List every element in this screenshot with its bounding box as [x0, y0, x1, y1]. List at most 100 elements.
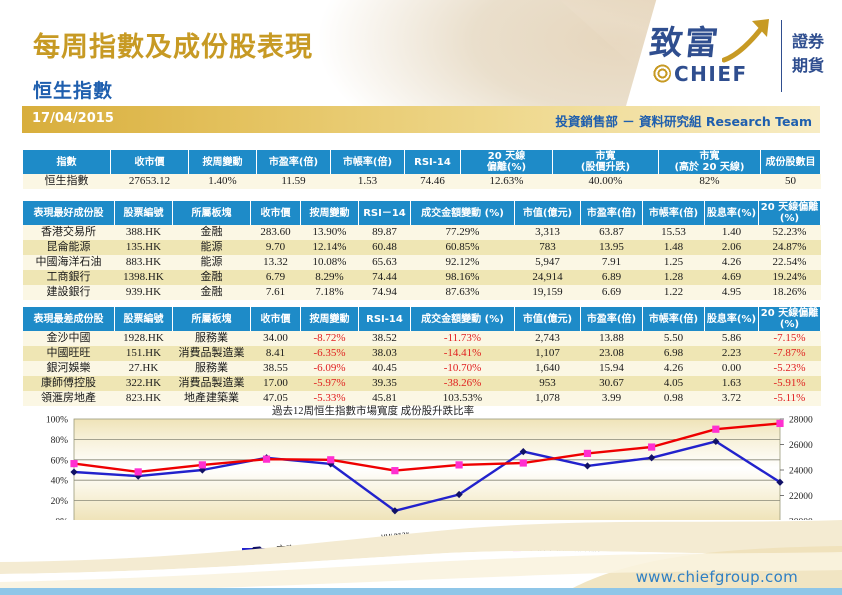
- table-cell: 15.53: [642, 225, 705, 240]
- table-cell: 5.50: [642, 331, 705, 346]
- table-cell: 783: [514, 240, 581, 255]
- footer-website-url[interactable]: www.chiefgroup.com: [635, 568, 798, 586]
- row-label-cell: 中國旺旺: [22, 346, 115, 361]
- y-axis-left-tick: 80%: [51, 436, 69, 446]
- table-cell: 9.70: [250, 240, 301, 255]
- table-cell: -6.09%: [300, 361, 359, 376]
- table-row: 康師傅控股 322.HK 消費品製造業 17.00 -5.97% 39.35 -38.26%…: [22, 376, 821, 391]
- logo-chinese-name: 致富: [647, 23, 722, 62]
- column-header: 市帳率(倍): [642, 307, 705, 331]
- table-cell: 98.16%: [410, 270, 515, 285]
- table-cell: 消費品製造業: [172, 346, 251, 361]
- table-cell: 1,107: [514, 346, 581, 361]
- table-cell: 4.05: [642, 376, 705, 391]
- data-point-marker: [134, 472, 142, 480]
- table-cell: 823.HK: [114, 391, 173, 406]
- table-cell: 74.44: [358, 270, 411, 285]
- data-point-marker: [712, 437, 720, 446]
- table-cell: -10.70%: [410, 361, 515, 376]
- table-cell: 11.59: [256, 174, 331, 189]
- table-cell: 22.54%: [758, 255, 821, 270]
- footer-bottom-bar: [0, 588, 842, 595]
- worst-performers-table: 表現最差成份股 股票編號 所屬板塊 收市價 按周變動 RSI-14 成交金額變動 (%) 市值…: [22, 307, 821, 406]
- table-header-row: 表現最好成份股 股票編號 所屬板塊 收市價 按周變動 RSI－14 成交金額變動 (%) 市值…: [22, 201, 821, 225]
- table-cell: 65.63: [358, 255, 411, 270]
- table-cell: 74.46: [404, 174, 461, 189]
- table-cell: 89.87: [358, 225, 411, 240]
- data-point-marker: [519, 448, 527, 456]
- table-cell: 1.63: [704, 376, 759, 391]
- table-cell: 135.HK: [114, 240, 173, 255]
- table-cell: 39.35: [358, 376, 411, 391]
- column-header: 市盈率(倍): [580, 201, 643, 225]
- table-row: 工商銀行 1398.HK 金融 6.79 8.29% 74.44 98.16% 24,914 6…: [22, 270, 821, 285]
- table-row: 領滙房地產 823.HK 地產建築業 47.05 -5.33% 45.81 103.53% 1…: [22, 391, 821, 406]
- table-cell: 7.61: [250, 285, 301, 300]
- table-cell: 40.45: [358, 361, 411, 376]
- table-cell: 2.23: [704, 346, 759, 361]
- table-cell: 13.90%: [300, 225, 359, 240]
- index-summary-table: 指數 收市價 按周變動 市盈率(倍) 市帳率(倍) RSI-14 20 天線 偏離(%) 市寬(…: [22, 150, 821, 189]
- column-header: 市值(億元): [514, 307, 581, 331]
- table-cell: -5.23%: [758, 361, 821, 376]
- table-cell: 27.HK: [114, 361, 173, 376]
- table-cell: 4.26: [642, 361, 705, 376]
- row-label-cell: 工商銀行: [22, 270, 115, 285]
- table-cell: 19,159: [514, 285, 581, 300]
- column-header: 股息率(%): [704, 201, 759, 225]
- table-cell: 1.53: [330, 174, 405, 189]
- column-header: 指數: [22, 150, 111, 174]
- table-cell: 3.99: [580, 391, 643, 406]
- department-label: 投資銷售部 － 資料研究組 Research Team: [555, 114, 812, 129]
- table-cell: 服務業: [172, 331, 251, 346]
- column-header: RSI－14: [358, 201, 411, 225]
- column-header: 股票編號: [114, 201, 173, 225]
- table-cell: 24,914: [514, 270, 581, 285]
- data-point-marker: [455, 461, 463, 469]
- column-header: 市值(億元): [514, 201, 581, 225]
- table-cell: 13.88: [580, 331, 643, 346]
- table-cell: 地產建築業: [172, 391, 251, 406]
- table-row: 建設銀行 939.HK 金融 7.61 7.18% 74.94 87.63% 19,159 6.…: [22, 285, 821, 300]
- data-point-marker: [776, 478, 784, 486]
- table-row: 銀河娛樂 27.HK 服務業 38.55 -6.09% 40.45 -10.70% 1,640…: [22, 361, 821, 376]
- table-cell: -6.35%: [300, 346, 359, 361]
- column-header: 20 天線偏離(%): [758, 201, 821, 225]
- table-header-row: 表現最差成份股 股票編號 所屬板塊 收市價 按周變動 RSI-14 成交金額變動 (%) 市值…: [22, 307, 821, 331]
- best-performers-table: 表現最好成份股 股票編號 所屬板塊 收市價 按周變動 RSI－14 成交金額變動 (%) 市值…: [22, 201, 821, 300]
- data-point-marker: [648, 443, 656, 451]
- table-cell: 6.98: [642, 346, 705, 361]
- table-row: 恒生指數 27653.12 1.40% 11.59 1.53 74.46 12.63% 40.…: [22, 174, 821, 189]
- y-axis-right-tick: 28000: [789, 416, 813, 426]
- table-row: 昆侖能源 135.HK 能源 9.70 12.14% 60.48 60.85% 783 13.9…: [22, 240, 821, 255]
- row-label-cell: 康師傅控股: [22, 376, 115, 391]
- x-axis-tick: 06/Mar: [381, 530, 410, 540]
- column-header: 成交金額變動 (%): [410, 201, 515, 225]
- table-cell: 13.32: [250, 255, 301, 270]
- table-cell: 27653.12: [110, 174, 189, 189]
- table-cell: 1,640: [514, 361, 581, 376]
- table-cell: 3,313: [514, 225, 581, 240]
- table-cell: 17.00: [250, 376, 301, 391]
- table-cell: 24.87%: [758, 240, 821, 255]
- table-cell: 12.63%: [460, 174, 553, 189]
- table-cell: 13.95: [580, 240, 643, 255]
- chart-title: 過去12周恒生指數市場寬度 成份股升跌比率: [272, 406, 475, 417]
- table-cell: 1.40: [704, 225, 759, 240]
- column-header: 20 天線偏離(%): [460, 150, 553, 174]
- table-cell: 322.HK: [114, 376, 173, 391]
- table-cell: 19.24%: [758, 270, 821, 285]
- logo-spiral-icon: [652, 64, 671, 83]
- y-axis-right-tick: 26000: [789, 441, 813, 451]
- data-point-marker: [327, 460, 335, 468]
- row-label-cell: 金沙中國: [22, 331, 115, 346]
- table-cell: 0.00: [704, 361, 759, 376]
- table-cell: 6.69: [580, 285, 643, 300]
- chief-logo: 致富 CHIEF 證券 期貨: [648, 14, 834, 98]
- column-header: 市帳率(倍): [642, 201, 705, 225]
- table-cell: 4.69: [704, 270, 759, 285]
- table-cell: -8.72%: [300, 331, 359, 346]
- row-label-cell: 中國海洋石油: [22, 255, 115, 270]
- table-cell: 金融: [172, 285, 251, 300]
- table-cell: 0.98: [642, 391, 705, 406]
